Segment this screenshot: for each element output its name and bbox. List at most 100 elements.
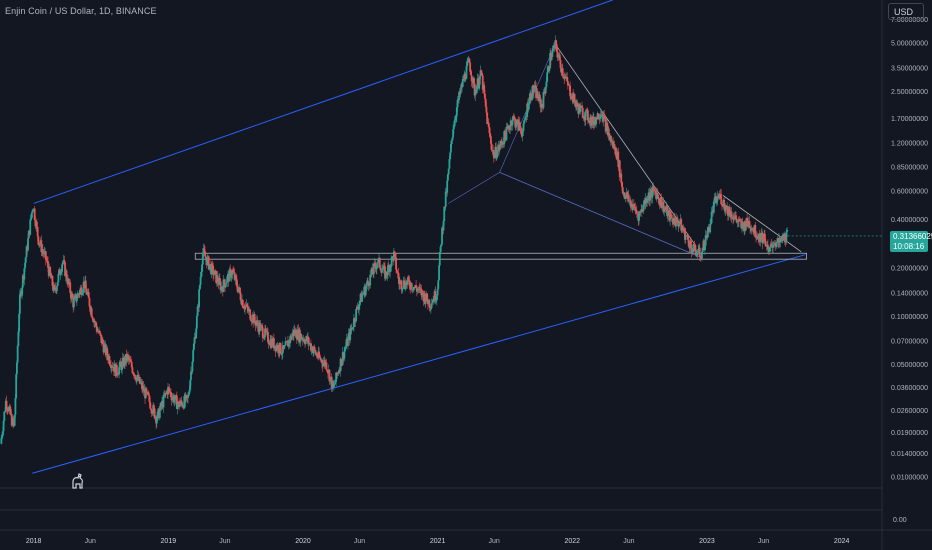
candle-body: [505, 126, 508, 141]
candle-body: [12, 417, 15, 424]
candle-body: [558, 54, 561, 61]
candle-body: [624, 194, 627, 199]
candle-body: [712, 201, 715, 213]
candle-body: [300, 333, 303, 339]
candle-body: [343, 351, 346, 360]
candle-body: [527, 104, 530, 110]
channel-upper-line: [33, 0, 613, 204]
candle-body: [481, 73, 483, 76]
candle-body: [45, 259, 48, 261]
candle-body: [367, 282, 370, 287]
candle-body: [620, 173, 623, 183]
candle-body: [264, 328, 266, 337]
candle-body: [14, 398, 17, 415]
candle-body: [78, 290, 81, 295]
candle-body: [145, 388, 148, 393]
candle-body: [30, 218, 32, 220]
candle-body: [636, 213, 639, 215]
candle-body: [151, 413, 154, 415]
candle-body: [468, 58, 471, 63]
candle-body: [444, 191, 447, 207]
candle-body: [139, 383, 142, 384]
candle-body: [518, 122, 521, 128]
candle-body: [21, 275, 24, 288]
candle-body: [400, 280, 403, 290]
candle-body: [439, 246, 442, 253]
candle-body: [631, 203, 634, 210]
candle-body: [621, 182, 623, 187]
candle-body: [784, 233, 786, 241]
candle-body: [61, 261, 64, 265]
candle-body: [627, 194, 630, 202]
candle-body: [99, 333, 102, 336]
candle-body: [455, 107, 458, 117]
candle-body: [653, 188, 656, 191]
x-tick-label: Jun: [354, 538, 365, 545]
candle-body: [466, 62, 469, 67]
candle-body: [774, 242, 777, 246]
candle-body: [586, 109, 589, 111]
candle-body: [710, 211, 713, 224]
candle-body: [543, 91, 546, 93]
candle-body: [21, 287, 23, 296]
candle-body: [33, 208, 36, 221]
candle-body: [613, 144, 616, 151]
candle-body: [720, 194, 723, 205]
candle-body: [428, 299, 431, 308]
candle-body: [171, 397, 174, 401]
candle-body: [732, 216, 735, 220]
candle-body: [741, 222, 743, 229]
candle-body: [770, 243, 773, 246]
candle-body: [470, 75, 473, 81]
candle-body: [95, 322, 98, 327]
candle-body: [260, 325, 263, 326]
currency-button[interactable]: USD: [888, 3, 924, 20]
candle-body: [378, 257, 381, 268]
candle-body: [567, 81, 569, 86]
y-tick-label: 0.01900000: [891, 430, 928, 437]
candle-body: [51, 275, 54, 286]
x-tick-label: Jun: [758, 538, 769, 545]
candle-body: [416, 289, 419, 292]
candle-body: [235, 279, 238, 287]
candle-body: [495, 156, 498, 159]
candle-body: [284, 345, 286, 347]
support-zone-box: [194, 252, 807, 260]
candle-body: [189, 380, 192, 391]
candle-body: [395, 257, 397, 270]
candle-body: [361, 295, 363, 302]
candle-body: [500, 141, 503, 143]
candle-body: [133, 373, 135, 376]
candle-body: [383, 265, 386, 267]
candle-body: [36, 227, 39, 237]
candle-body: [180, 400, 183, 403]
candle-body: [295, 329, 298, 338]
candle-body: [541, 103, 543, 108]
candle-body: [224, 284, 227, 288]
candle-body: [704, 245, 706, 250]
candle-body: [678, 223, 680, 227]
candle-body: [464, 74, 466, 80]
candle-body: [573, 93, 576, 102]
candle-body: [536, 91, 539, 99]
candle-body: [386, 274, 389, 276]
candle-body: [609, 135, 612, 143]
candle-body: [496, 149, 499, 157]
last-price-badge: 0.31366025 10:08:16: [890, 231, 932, 252]
candle-body: [353, 318, 356, 323]
candle-body: [574, 101, 577, 107]
wedge-connector: [448, 172, 500, 204]
candle-body: [739, 220, 742, 222]
candle-body: [450, 140, 453, 144]
candle-body: [408, 280, 411, 286]
candle-body: [49, 266, 52, 274]
candle-body: [158, 409, 161, 418]
candle-body: [188, 390, 191, 394]
candle-body: [741, 222, 744, 225]
candle-body: [404, 281, 407, 290]
candle-body: [173, 395, 175, 403]
candle-body: [264, 328, 267, 333]
candle-body: [467, 61, 469, 63]
tradingview-logo-icon[interactable]: [70, 472, 86, 490]
